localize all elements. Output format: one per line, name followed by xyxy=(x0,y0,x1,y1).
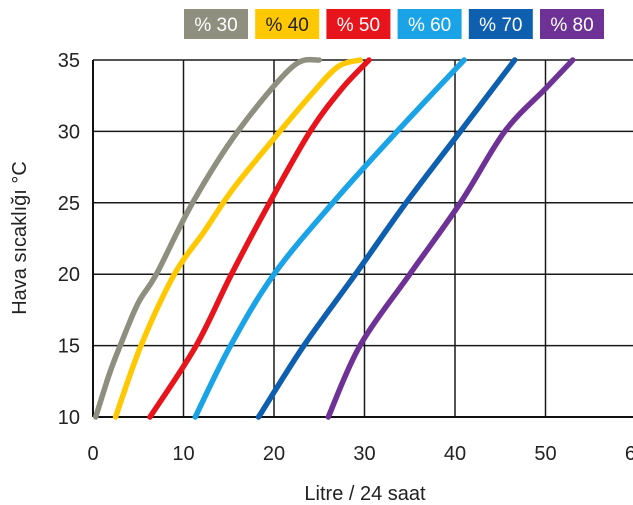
y-tick-label-30: 30 xyxy=(58,121,80,143)
series-line-5 xyxy=(255,57,518,420)
y-tick-label-25: 25 xyxy=(58,193,80,215)
series-line-3 xyxy=(147,57,372,420)
legend-swatch-3 xyxy=(326,9,391,39)
y-tick-label-20: 20 xyxy=(58,264,80,286)
legend-label-6: % 80 xyxy=(550,15,593,36)
legend-swatch-4 xyxy=(397,9,462,39)
chart-grid xyxy=(92,59,633,418)
y-axis-label: Hava sıcaklığı °C xyxy=(9,161,31,315)
legend: % 30 % 40 % 50 % 60 % 70 % 80 xyxy=(184,9,604,39)
x-tick-label-30: 30 xyxy=(353,443,375,465)
series-line-4 xyxy=(192,57,467,420)
legend-swatch-6 xyxy=(540,9,604,39)
y-axis-ticks: 10 15 20 25 30 35 xyxy=(58,50,80,429)
legend-swatch-2 xyxy=(255,9,320,39)
x-tick-label-10: 10 xyxy=(172,443,194,465)
legend-swatch-5 xyxy=(468,9,533,39)
x-tick-label-50: 50 xyxy=(534,443,556,465)
x-tick-label-60: 60 xyxy=(625,443,633,465)
legend-label-2: % 40 xyxy=(266,15,309,36)
legend-label-5: % 70 xyxy=(479,15,522,36)
x-axis-label: Litre / 24 saat xyxy=(304,483,426,505)
series-line-1 xyxy=(92,56,323,420)
legend-label-1: % 30 xyxy=(194,15,237,36)
y-tick-label-35: 35 xyxy=(58,50,80,72)
x-tick-label-40: 40 xyxy=(444,443,466,465)
x-tick-label-20: 20 xyxy=(263,443,285,465)
x-axis-ticks: 0 10 20 30 40 50 60 xyxy=(87,443,633,465)
series-lines xyxy=(92,56,576,420)
legend-label-3: % 50 xyxy=(337,15,380,36)
y-tick-label-10: 10 xyxy=(58,407,80,429)
series-line-6 xyxy=(325,57,576,420)
series-line-2 xyxy=(112,57,363,420)
x-tick-label-0: 0 xyxy=(87,443,98,465)
y-tick-label-15: 15 xyxy=(58,336,80,358)
legend-label-4: % 60 xyxy=(408,15,451,36)
legend-swatch-1 xyxy=(184,9,248,39)
